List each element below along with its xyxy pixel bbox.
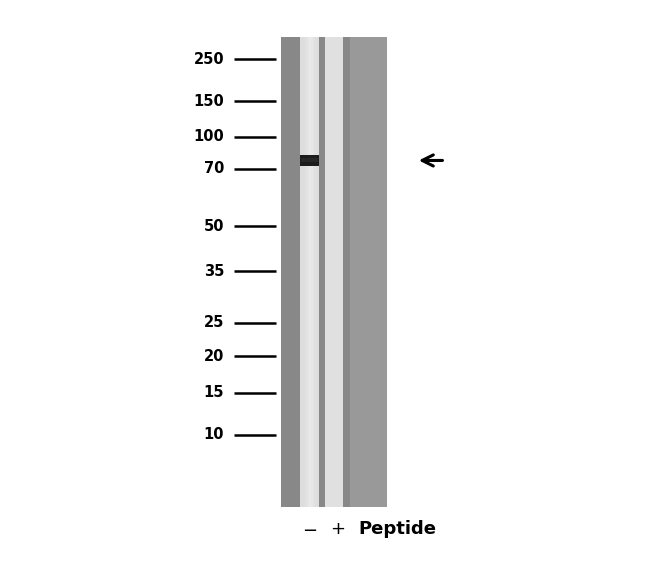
Text: $-$: $-$	[302, 520, 317, 538]
Bar	[318, 37, 325, 507]
Bar	[350, 37, 387, 507]
Bar	[300, 37, 302, 507]
Bar	[313, 37, 315, 507]
Bar	[343, 37, 350, 507]
Text: 25: 25	[204, 315, 224, 330]
Bar	[307, 37, 309, 507]
Bar	[311, 37, 313, 507]
Text: 10: 10	[203, 427, 224, 442]
Text: 50: 50	[203, 219, 224, 234]
Text: 100: 100	[194, 129, 224, 144]
Text: 70: 70	[204, 162, 224, 176]
Bar	[306, 37, 307, 507]
Bar	[309, 37, 311, 507]
Text: 20: 20	[204, 349, 224, 364]
Bar	[325, 37, 343, 507]
Text: 15: 15	[203, 386, 224, 400]
Text: 35: 35	[204, 264, 224, 279]
Bar	[300, 158, 318, 163]
Bar	[317, 37, 318, 507]
Text: Peptide: Peptide	[359, 520, 437, 538]
Bar	[302, 37, 304, 507]
Text: 150: 150	[194, 94, 224, 109]
Bar	[281, 37, 300, 507]
Bar	[300, 155, 319, 166]
Text: 250: 250	[194, 52, 224, 66]
Bar	[315, 37, 317, 507]
Bar	[300, 37, 318, 507]
Bar	[304, 37, 306, 507]
Text: $+$: $+$	[330, 520, 345, 538]
